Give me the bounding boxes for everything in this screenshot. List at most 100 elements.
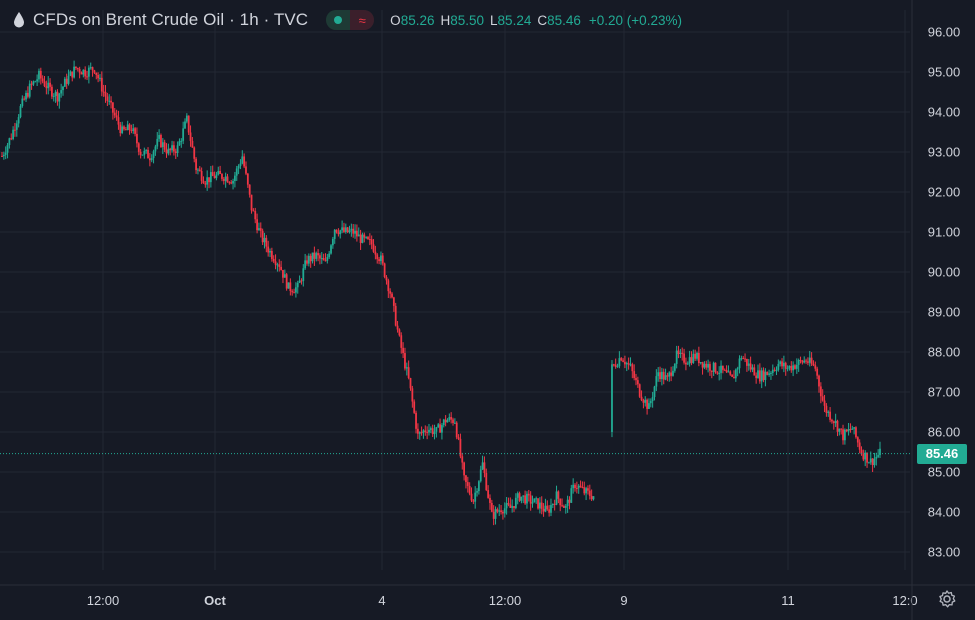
candle [202, 176, 205, 184]
candle [696, 351, 698, 361]
y-tick-label: 84.00 [928, 505, 961, 520]
y-tick-label: 88.00 [928, 345, 961, 360]
candle-body [514, 497, 517, 508]
candle [330, 244, 332, 255]
candle-body [869, 458, 872, 463]
market-status-pill[interactable]: ≈ [326, 10, 375, 30]
candle [688, 350, 691, 367]
candle-body [106, 96, 109, 101]
candle-body [206, 177, 209, 185]
candle [378, 256, 380, 265]
candle-body [241, 156, 244, 164]
candle-body [474, 492, 477, 502]
candle-body [864, 452, 867, 460]
candle [189, 125, 192, 147]
candle-body [389, 291, 392, 294]
candle-body [180, 140, 183, 142]
candle [158, 129, 161, 142]
candle [644, 396, 647, 407]
candle-body [270, 250, 273, 259]
oil-drop-icon [14, 12, 24, 28]
candle [200, 167, 203, 185]
candle-body [169, 148, 172, 151]
candle-body [810, 357, 813, 364]
candle [387, 278, 390, 298]
candle-body [409, 378, 412, 389]
candle [784, 361, 787, 376]
candle [864, 450, 867, 467]
candle [355, 224, 358, 242]
candle-body [483, 462, 486, 473]
candle-body [67, 75, 70, 84]
candle [529, 491, 532, 511]
candle-body [84, 69, 87, 77]
candle [339, 229, 342, 239]
candle-body [416, 428, 419, 434]
candle [235, 165, 238, 181]
candle [540, 496, 543, 515]
candle [694, 349, 697, 361]
candle-body [17, 117, 20, 124]
candle [368, 233, 371, 246]
candle-body [688, 357, 691, 364]
candle-body [531, 502, 534, 504]
candle [659, 366, 661, 382]
candle-body [803, 360, 806, 363]
symbol-title[interactable]: CFDs on Brent Crude Oil · 1h · TVC [33, 10, 309, 29]
candle [128, 123, 131, 135]
candle [197, 168, 199, 175]
candle-body [160, 135, 162, 148]
candle-body [457, 437, 460, 439]
candle-body [58, 93, 61, 102]
candle-body [524, 495, 527, 504]
candle [328, 250, 331, 259]
candle-body [533, 498, 536, 503]
candle [707, 359, 709, 373]
candle [117, 110, 120, 130]
candle-body [195, 158, 197, 171]
candle [786, 365, 789, 372]
candle-body [779, 361, 782, 364]
candle-body [875, 456, 878, 459]
candle [283, 269, 286, 278]
candle-body [527, 493, 530, 496]
candle-body [821, 396, 824, 401]
candle [169, 147, 172, 156]
candle-body [660, 371, 663, 380]
candle-body [198, 169, 201, 171]
candle [62, 85, 64, 96]
candle-body [490, 502, 493, 512]
candle-body [564, 505, 567, 508]
candle-body [200, 170, 203, 181]
candle-body [1, 156, 3, 157]
candle-body [845, 429, 848, 432]
y-tick-label: 95.00 [928, 65, 961, 80]
candle [520, 496, 523, 504]
candle-body [300, 280, 303, 282]
candle-body [100, 77, 103, 92]
gear-icon[interactable] [937, 589, 957, 609]
candle-body [426, 431, 429, 433]
candle-body [424, 430, 427, 432]
candle-body [476, 491, 478, 493]
candle-body [500, 510, 502, 513]
candle [429, 426, 432, 434]
candle [195, 157, 197, 174]
candle [291, 289, 294, 296]
candle [570, 484, 573, 503]
candle [509, 497, 512, 509]
candle [113, 107, 116, 119]
candle [99, 74, 101, 82]
candle [803, 356, 806, 364]
candle-body [326, 257, 329, 261]
candle [487, 485, 490, 499]
candle-body [121, 126, 124, 134]
candle [738, 355, 741, 374]
candle-body [158, 135, 161, 139]
candle-body [697, 352, 700, 364]
candle-body [814, 365, 817, 369]
candle-body [463, 462, 466, 476]
candle [611, 360, 613, 438]
candle [581, 481, 584, 489]
